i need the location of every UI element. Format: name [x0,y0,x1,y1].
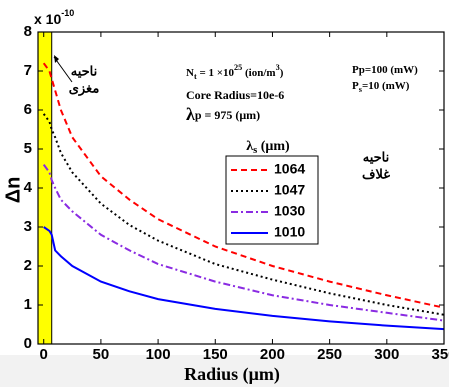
multiplier-base: x 10 [34,11,61,27]
data-line [43,226,445,331]
annotation: Nt = 1 ×1025 (ion/m3) [186,63,284,81]
x-axis-label: Radius (μm) [184,364,280,385]
region-label: مغزی [69,80,100,96]
y-tick-label: 1 [24,296,32,313]
y-tick-label: 3 [24,218,32,235]
annotation-part: P [352,80,359,92]
x-tick-label: 350 [431,346,449,363]
legend-label: 1010 [274,224,305,240]
annotation: Pp=100 (mW) [352,64,418,76]
annotation-part: p = 975 (μm) [195,108,260,122]
legend-label: 1064 [274,161,305,177]
annotation: λp = 975 (μm) [186,104,260,124]
legend-label: 1047 [274,182,305,198]
data-line [42,164,445,322]
y-tick-label: 8 [24,23,32,40]
annotation-part: s [359,85,363,94]
legend-label: 1030 [274,203,305,219]
annotation: λs (μm) [246,139,290,156]
annotation-part: (ion/m [242,67,275,79]
region-label: غلاف [362,166,390,181]
axis-multiplier: x 10-10 [34,8,74,26]
y-tick-label: 2 [24,257,32,274]
annotation: Core Radius=10e-6 [186,88,284,102]
annotation-part: s [253,145,257,156]
annotation-part: 3 [276,63,280,72]
annotation-part: =10 (mW) [362,80,410,92]
x-tick-label: 200 [260,346,285,363]
data-line [42,113,445,316]
data-line [42,62,445,309]
annotation-part: 25 [234,63,242,72]
annotation-part: (μm) [257,139,290,154]
core-arrow [53,56,73,83]
annotation-part: Core Radius=10e-6 [186,88,284,102]
annotation-part: λ [186,104,195,124]
x-tick-label: 0 [40,346,48,363]
x-tick-label: 250 [317,346,342,363]
footer-band [0,355,449,387]
annotation-part: λ [246,139,253,154]
x-tick-label: 300 [374,346,399,363]
annotation-part: ) [280,67,284,79]
x-tick-label: 50 [93,346,110,363]
region-label: ناحیه [363,149,390,164]
annotation: Ps=10 (mW) [352,80,410,94]
y-tick-label: 5 [24,140,32,157]
multiplier-exponent: -10 [61,8,74,18]
region-label: ناحیه [71,63,98,78]
y-tick-label: 7 [24,62,32,79]
core-arrow-head [54,55,59,63]
annotation-part: = 1 ×10 [197,67,235,79]
y-axis-label: Δn [2,177,24,204]
annotation-part: N [186,67,194,79]
y-tick-label: 6 [24,101,32,118]
y-tick-label: 4 [24,179,33,196]
annotation-part: t [194,72,197,81]
x-tick-label: 100 [146,346,171,363]
annotation-part: Pp=100 (mW) [352,64,418,76]
x-tick-label: 150 [203,346,228,363]
y-tick-label: 0 [24,335,32,352]
